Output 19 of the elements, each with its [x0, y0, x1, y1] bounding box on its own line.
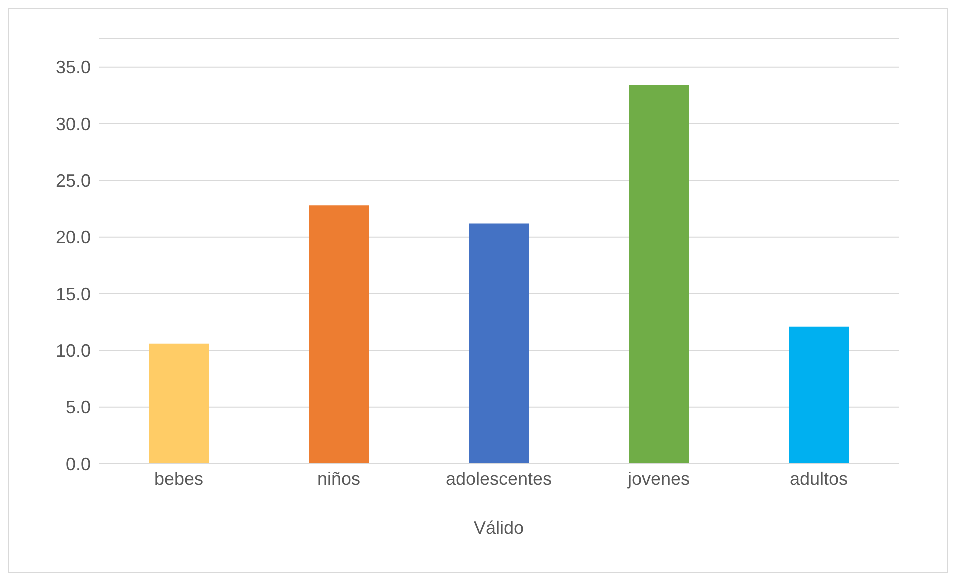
- y-tick-label: 20.0: [56, 228, 91, 248]
- x-tick-label: adolescentes: [446, 468, 552, 489]
- x-axis-title: Válido: [474, 518, 524, 538]
- bar: [469, 224, 529, 464]
- bar: [629, 85, 689, 464]
- bar: [149, 344, 209, 464]
- y-tick-label: 0.0: [66, 454, 91, 474]
- bar: [789, 326, 849, 464]
- y-tick-label: 10.0: [56, 341, 91, 362]
- x-tick-label: niños: [317, 468, 361, 489]
- x-tick-label: jovenes: [626, 468, 690, 489]
- bar: [309, 206, 369, 464]
- y-tick-label: 30.0: [56, 114, 91, 134]
- x-tick-label: bebes: [154, 468, 204, 489]
- y-tick-label: 25.0: [56, 171, 91, 192]
- y-tick-label: 15.0: [56, 284, 91, 304]
- x-tick-label: adultos: [790, 468, 848, 489]
- y-tick-label: 5.0: [66, 398, 91, 418]
- y-tick-label: 35.0: [56, 58, 91, 78]
